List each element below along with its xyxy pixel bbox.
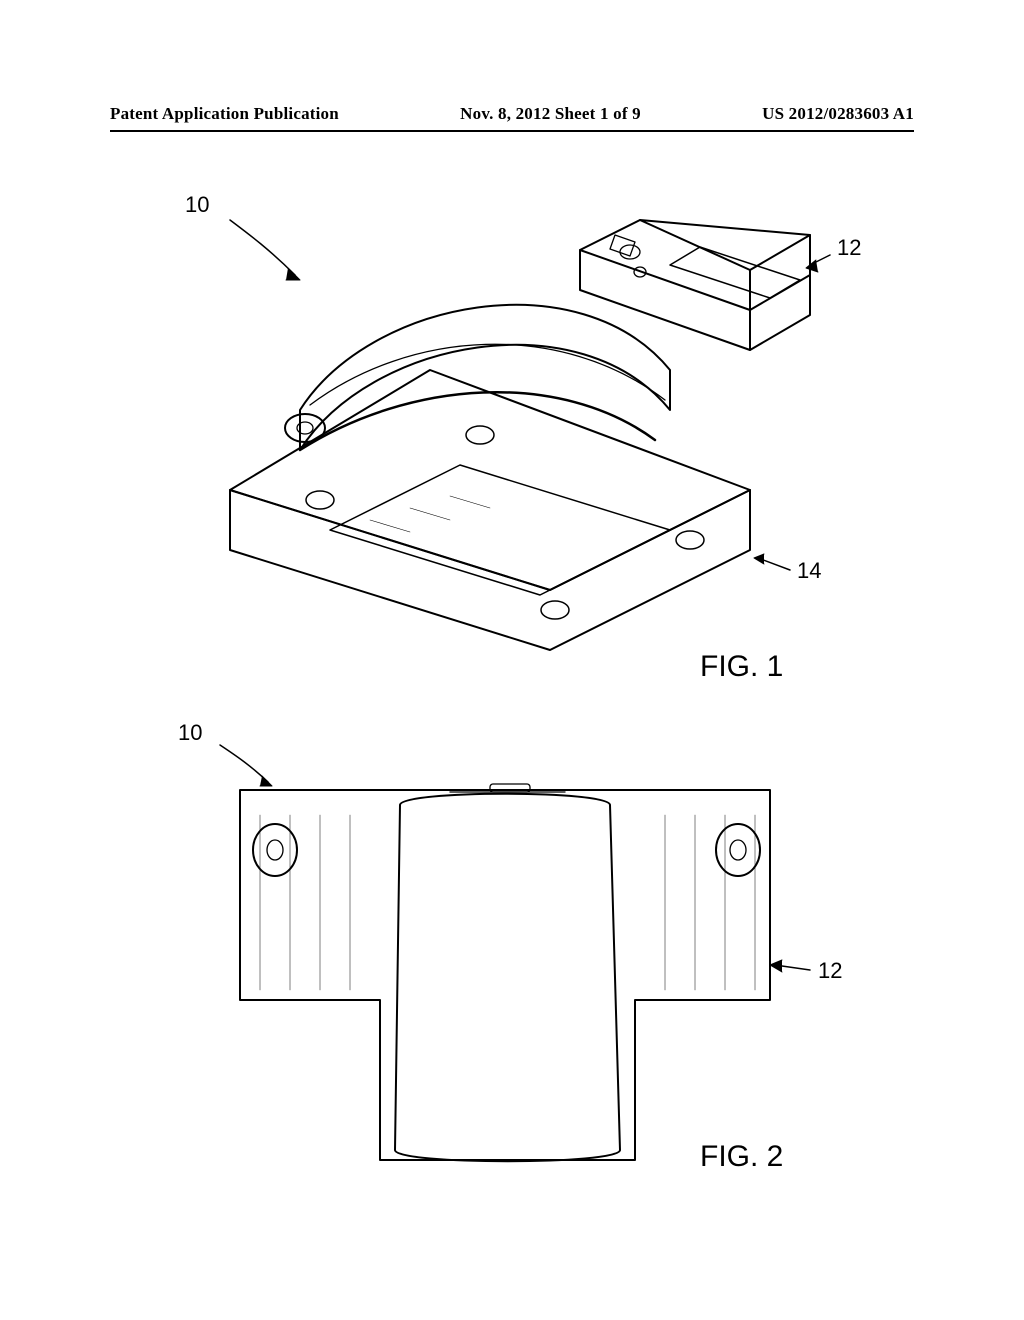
page-header: Patent Application Publication Nov. 8, 2… bbox=[110, 104, 914, 124]
ref-12-fig2: 12 bbox=[818, 958, 842, 984]
figure-1-svg bbox=[110, 180, 914, 700]
fig1-label: FIG. 1 bbox=[700, 650, 783, 684]
header-left: Patent Application Publication bbox=[110, 104, 339, 124]
drawing-area: 10 12 14 FIG. 1 bbox=[110, 180, 914, 1180]
patent-page: Patent Application Publication Nov. 8, 2… bbox=[0, 0, 1024, 1320]
header-rule bbox=[110, 130, 914, 132]
ref-12-fig1: 12 bbox=[837, 235, 861, 261]
figure-2-svg bbox=[110, 720, 914, 1200]
ref-14-fig1: 14 bbox=[797, 558, 821, 584]
ref-10-fig2: 10 bbox=[178, 720, 202, 746]
ref-10-fig1: 10 bbox=[185, 192, 209, 218]
header-center: Nov. 8, 2012 Sheet 1 of 9 bbox=[460, 104, 641, 124]
fig2-label: FIG. 2 bbox=[700, 1140, 783, 1174]
header-right: US 2012/0283603 A1 bbox=[762, 104, 914, 124]
